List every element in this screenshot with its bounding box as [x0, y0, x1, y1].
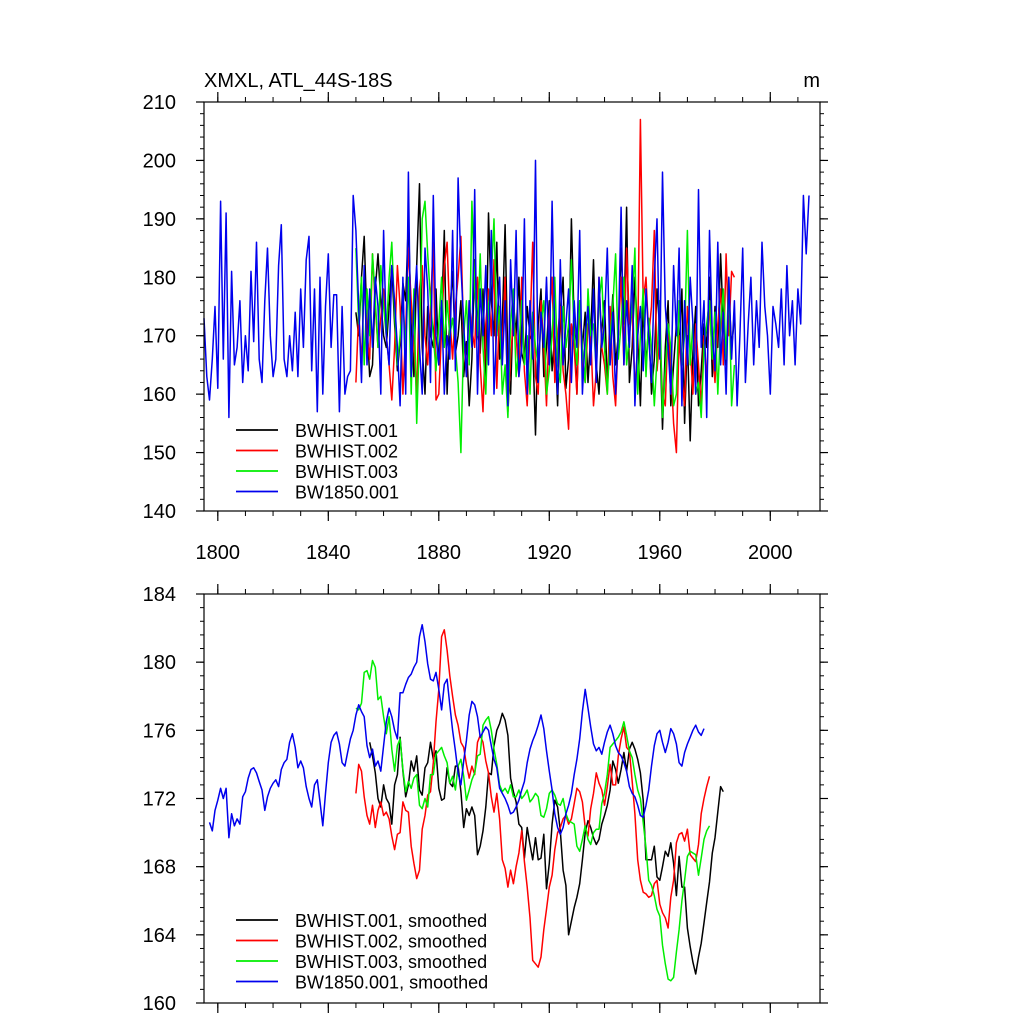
x-tick-label: 1840	[306, 542, 351, 564]
y-tick-label: 168	[143, 857, 176, 879]
legend-label: BWHIST.001	[295, 421, 398, 441]
legend-label: BWHIST.003, smoothed	[295, 952, 487, 972]
y-tick-label: 164	[143, 925, 176, 947]
y-tick-label: 180	[143, 267, 176, 289]
series-line	[355, 629, 711, 968]
y-tick-label: 172	[143, 789, 176, 811]
top-panel: XMXL, ATL_44S-18S m 140 150 160 170 180 190 20…	[143, 70, 828, 564]
x-tick-label: 1880	[417, 542, 462, 564]
x-tick-label: 1800	[196, 542, 241, 564]
y-tick-label: 170	[143, 326, 176, 348]
y-tick-label: 160	[143, 993, 176, 1015]
axis-layer: 160 164 168 172 176 180 184	[143, 584, 828, 1015]
series-line	[368, 712, 724, 975]
legend-label: BWHIST.002	[295, 442, 398, 462]
series-line	[208, 623, 705, 839]
axis-layer: 140 150 160 170 180 190 200 210 1800 1840 1880 1920…	[143, 92, 828, 564]
y-tick-label: 184	[143, 584, 176, 606]
x-tick-label: 1920	[527, 542, 572, 564]
y-tick-label: 210	[143, 92, 176, 114]
y-tick-label: 150	[143, 443, 176, 465]
y-tick-label: 140	[143, 501, 176, 523]
chart-title: XMXL, ATL_44S-18S	[204, 70, 393, 92]
series-layer	[208, 623, 724, 982]
series-line	[355, 659, 711, 982]
series-layer	[203, 118, 810, 454]
legend-label: BW1850.001, smoothed	[295, 973, 488, 993]
series-line	[203, 159, 810, 419]
units-label: m	[803, 70, 820, 92]
y-tick-label: 180	[143, 652, 176, 674]
y-tick-label: 160	[143, 384, 176, 406]
y-tick-label: 176	[143, 720, 176, 742]
x-tick-label: 1960	[638, 542, 683, 564]
x-tick-label: 2000	[748, 542, 793, 564]
legend-label: BWHIST.002, smoothed	[295, 932, 487, 952]
y-tick-label: 200	[143, 150, 176, 172]
bottom-panel: 160 164 168 172 176 180 184 BWHIST.001, smooth…	[143, 584, 828, 1015]
y-tick-label: 190	[143, 209, 176, 231]
plot-frame	[203, 101, 821, 512]
legend-label: BWHIST.001, smoothed	[295, 911, 487, 931]
legend-label: BW1850.001	[295, 483, 399, 503]
legend-label: BWHIST.003	[295, 462, 398, 482]
